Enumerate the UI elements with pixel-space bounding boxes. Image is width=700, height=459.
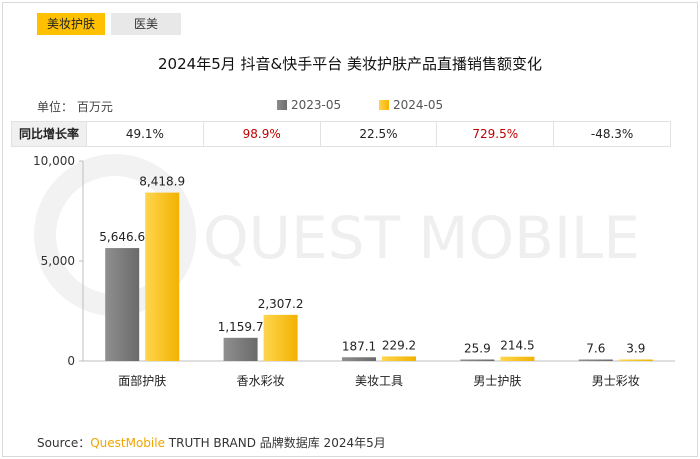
chart-title: 2024年5月 抖音&快手平台 美妆护肤产品直播销售额变化 xyxy=(158,55,542,73)
legend-label-2024: 2024-05 xyxy=(393,98,444,112)
legend-item-2024: 2024-05 xyxy=(379,98,443,112)
source-rest: TRUTH BRAND 品牌数据库 2024年5月 xyxy=(164,436,386,450)
source-prefix: Source： xyxy=(37,436,91,450)
y-tick-label: 0 xyxy=(67,354,75,368)
data-label: 187.1 xyxy=(342,339,376,353)
source-brand: QuestMobile xyxy=(90,436,165,450)
legend-label-2023: 2023-05 xyxy=(291,98,342,112)
yoy-table: 同比增长率 49.1% 98.9% 22.5% 729.5% -48.3% xyxy=(11,121,671,147)
data-label: 8,418.9 xyxy=(139,175,185,189)
yoy-cell: 22.5% xyxy=(321,122,438,146)
data-label: 1,159.7 xyxy=(218,320,264,334)
watermark: QUEST MOBILE xyxy=(34,154,640,316)
bar-2023 xyxy=(342,357,376,361)
bar-2023 xyxy=(578,359,613,361)
data-label: 3.9 xyxy=(626,342,645,356)
legend-swatch-2024 xyxy=(379,100,389,110)
bar-2023 xyxy=(105,248,140,361)
bar-2024 xyxy=(382,356,416,361)
yoy-cell: 49.1% xyxy=(87,122,204,146)
bar-2023 xyxy=(223,337,258,361)
data-label: 5,646.6 xyxy=(99,230,145,244)
y-tick-label: 5,000 xyxy=(41,254,75,268)
legend-item-2023: 2023-05 xyxy=(277,98,341,112)
x-category-label: 男士护肤 xyxy=(473,373,521,388)
data-label: 214.5 xyxy=(500,339,534,353)
yoy-cell: -48.3% xyxy=(590,127,634,141)
legend-swatch-2023 xyxy=(277,100,287,110)
unit-label: 单位： 百万元 xyxy=(37,100,113,114)
yoy-cell: 729.5% xyxy=(437,122,555,146)
y-tick-label: 10,000 xyxy=(33,154,75,168)
yoy-header: 同比增长率 xyxy=(12,122,87,146)
bar-2024 xyxy=(263,314,298,361)
yoy-cell: 98.9% xyxy=(204,122,321,146)
data-label: 7.6 xyxy=(586,342,605,356)
bar-2023 xyxy=(460,359,495,361)
x-category-label: 男士彩妆 xyxy=(592,374,640,388)
data-label: 229.2 xyxy=(382,338,416,352)
x-category-label: 香水彩妆 xyxy=(237,374,285,388)
tab-beauty-skincare[interactable]: 美妆护肤 xyxy=(37,13,105,35)
tab-medical-aesthetics[interactable]: 医美 xyxy=(111,13,181,35)
bar-2024 xyxy=(618,359,653,361)
data-label: 25.9 xyxy=(464,342,491,356)
bar-chart: QUEST MOBILE 0 5,000 10,000 5,646.6 8,418.9… xyxy=(33,154,675,388)
source-note: Source：QuestMobile TRUTH BRAND 品牌数据库 202… xyxy=(37,434,386,451)
data-label: 2,307.2 xyxy=(258,297,304,311)
x-category-label: 美妆工具 xyxy=(355,374,403,388)
x-category-label: 面部护肤 xyxy=(118,373,166,388)
bar-2024 xyxy=(500,356,535,361)
bar-2024 xyxy=(145,192,180,361)
watermark-text: QUEST MOBILE xyxy=(203,204,640,272)
